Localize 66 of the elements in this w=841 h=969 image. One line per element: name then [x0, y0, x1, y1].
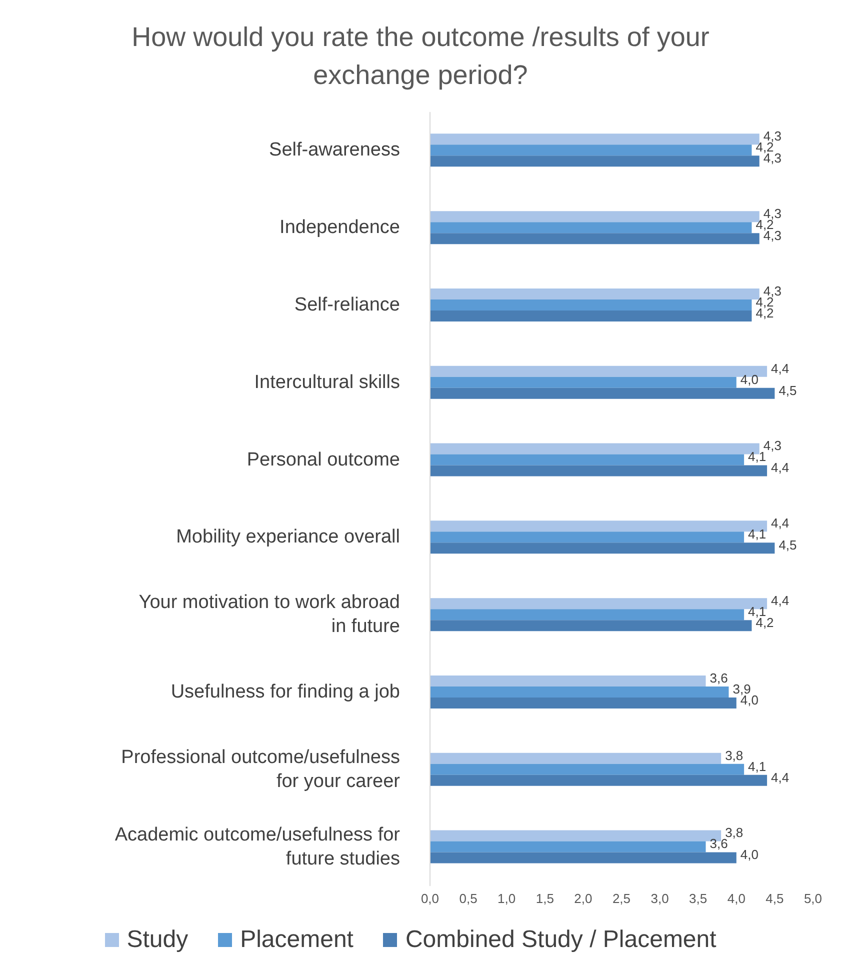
x-tick-label: 1,0 [498, 891, 516, 906]
y-tick-label: Your motivation to work abroad in future [138, 592, 400, 638]
data-label: 4,3 [763, 283, 782, 298]
legend-label: Study [126, 926, 188, 954]
x-tick-label: 2,0 [574, 891, 592, 906]
bar [430, 144, 752, 156]
bar [430, 454, 744, 466]
bar [430, 764, 744, 775]
data-label: 4,4 [771, 360, 790, 376]
x-tick-label: 4,0 [727, 891, 746, 906]
bar [430, 752, 722, 764]
bar [430, 388, 775, 399]
data-label: 3,6 [710, 836, 728, 852]
bar [430, 620, 752, 632]
y-tick-label: Intercultural skills [254, 372, 400, 393]
y-tick-label: Personal outcome [246, 449, 400, 470]
bar [430, 675, 706, 686]
data-label: 4,3 [763, 206, 782, 222]
x-tick-label: 3,0 [650, 891, 669, 906]
legend-label: Placement [239, 926, 354, 954]
data-label: 4,0 [740, 847, 758, 862]
data-label: 3,8 [725, 825, 744, 840]
bar [430, 841, 706, 852]
data-label: 4,3 [763, 128, 782, 144]
data-label: 4,4 [771, 593, 790, 608]
bar [430, 697, 736, 708]
y-tick-label: Academic outcome/usefulness for future studies [114, 824, 401, 870]
x-tick-label: 5,0 [804, 891, 822, 906]
bar [430, 532, 744, 543]
bar [430, 774, 768, 786]
y-tick-label: Professional outcome/usefulness for your career [121, 746, 401, 792]
y-tick-label: Self-reliance [294, 294, 400, 316]
data-label: 3,8 [725, 748, 744, 763]
x-tick-label: 1,5 [536, 891, 554, 906]
data-label: 3,6 [710, 670, 728, 686]
y-tick-label: Self-awareness [269, 140, 400, 161]
data-label: 4,5 [778, 382, 797, 398]
bar [430, 310, 752, 322]
bar [430, 609, 744, 620]
bar [430, 686, 729, 698]
y-tick-label: Usefulness for finding a job [170, 682, 400, 703]
data-label: 4,4 [771, 516, 790, 531]
x-tick-label: 3,5 [689, 891, 708, 906]
chart-title: How would you rate the outcome /results of your exchange period? [130, 21, 710, 92]
bar [430, 376, 736, 388]
legend-label: Combined Study / Placement [404, 926, 716, 954]
x-tick-label: 0,5 [459, 891, 478, 906]
y-tick-label: Independence [280, 217, 400, 238]
data-label: 4,4 [771, 460, 790, 476]
data-label: 4,4 [771, 770, 790, 785]
y-tick-label: Mobility experiance overall [176, 526, 400, 548]
x-tick-label: 0,0 [420, 891, 440, 906]
bar [430, 156, 760, 167]
data-label: 4,1 [748, 526, 766, 542]
bar [430, 542, 775, 554]
x-tick-label: 4,5 [766, 891, 784, 906]
bar [430, 852, 736, 864]
data-label: 4,1 [748, 758, 766, 774]
bar [430, 222, 752, 234]
bar [430, 233, 760, 244]
data-label: 4,5 [778, 538, 797, 553]
bar [430, 465, 768, 476]
data-label: 4,0 [740, 372, 758, 387]
data-label: 4,1 [748, 604, 766, 620]
x-tick-label: 2,5 [612, 891, 631, 906]
bar [430, 299, 752, 310]
